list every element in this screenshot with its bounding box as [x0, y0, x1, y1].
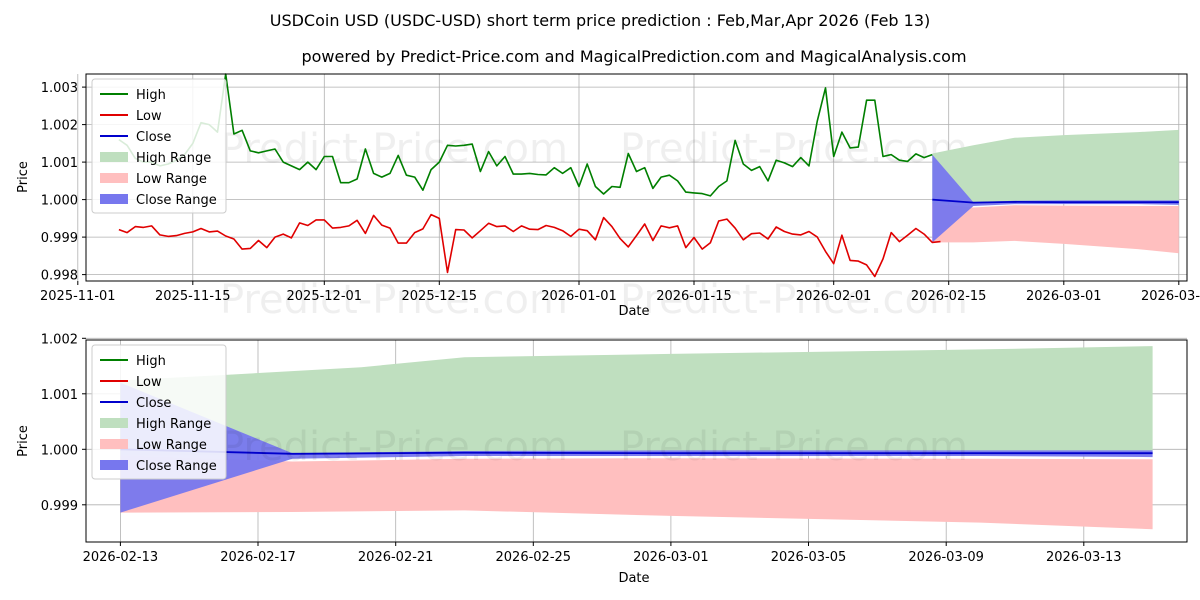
top-x-axis-label: Date	[618, 304, 649, 319]
top-y-axis-label: Price	[16, 161, 31, 193]
y-tick-label: 0.998	[41, 269, 78, 284]
bottom-watermark-2: Predict-Price.com	[620, 424, 968, 470]
chart-subtitle: powered by Predict-Price.com and Magical…	[301, 47, 966, 66]
chart-title: USDCoin USD (USDC-USD) short term price …	[270, 11, 931, 30]
legend-label: Low Range	[136, 172, 207, 187]
bottom-axes: 2026-02-13 2026-02-17 2026-02-21 2026-02-25…	[41, 332, 1122, 565]
y-tick-label: 1.002	[41, 119, 78, 134]
x-tick-label: 2026-02-13	[83, 550, 159, 565]
close-line	[932, 198, 1179, 204]
y-tick-label: 0.999	[41, 499, 78, 514]
top-legend: High Low Close High Range Low Range Close Ran…	[91, 78, 227, 214]
x-tick-label: 2026-01-01	[541, 289, 617, 304]
x-tick-label: 2026-02-17	[220, 550, 296, 565]
x-tick-label: 2025-12-01	[287, 289, 363, 304]
y-tick-label: 1.000	[41, 443, 78, 458]
legend-label: Close Range	[136, 193, 217, 208]
low-range-area	[120, 455, 1153, 530]
low-range-area	[932, 203, 1179, 254]
x-tick-label: 2026-03-15	[1141, 289, 1200, 304]
x-tick-label: 2026-02-01	[796, 289, 872, 304]
low-line	[118, 213, 941, 278]
high-range-area	[120, 346, 1153, 456]
x-tick-label: 2026-02-15	[911, 289, 987, 304]
top-axes: 2025-11-01 2025-11-15 2025-12-01 2025-12-15…	[40, 81, 1200, 304]
x-tick-label: 2025-12-15	[402, 289, 478, 304]
legend-key-low-range	[100, 173, 128, 183]
y-tick-label: 1.001	[41, 156, 78, 171]
bottom-y-axis-label: Price	[16, 425, 31, 457]
bottom-x-axis-label: Date	[618, 571, 649, 586]
x-tick-label: 2026-02-25	[496, 550, 572, 565]
y-tick-label: 1.000	[41, 194, 78, 209]
y-tick-label: 0.999	[41, 231, 78, 246]
legend-key-close-range	[100, 460, 128, 470]
legend-label: Low Range	[136, 438, 207, 453]
x-tick-label: 2026-02-21	[358, 550, 434, 565]
legend-label: High Range	[136, 417, 211, 432]
top-watermark-3: Predict-Price.com	[220, 277, 568, 323]
legend-key-high-range	[100, 418, 128, 428]
legend-label: High Range	[136, 151, 211, 166]
legend-key-close-range	[100, 194, 128, 204]
bottom-plot-panel: Predict-Price.com Predict-Price.com 2026…	[16, 332, 1188, 586]
legend-key-low-range	[100, 439, 128, 449]
x-tick-label: 2026-03-05	[771, 550, 847, 565]
close-line	[120, 448, 1153, 455]
bottom-series	[120, 346, 1153, 530]
x-tick-label: 2026-01-15	[656, 289, 732, 304]
top-plot-panel: Predict-Price.com Predict-Price.com Pred…	[16, 73, 1200, 323]
legend-label: Low	[136, 375, 162, 390]
legend-label: Close Range	[136, 459, 217, 474]
x-tick-label: 2026-03-13	[1046, 550, 1122, 565]
legend-key-high-range	[100, 152, 128, 162]
legend-label: High	[136, 88, 166, 103]
x-tick-label: 2026-03-01	[1026, 289, 1102, 304]
x-tick-label: 2026-03-09	[908, 550, 984, 565]
bottom-plot-frame	[85, 339, 1188, 543]
top-series	[118, 73, 1179, 278]
bottom-legend: High Low Close High Range Low Range Close Ran…	[91, 344, 227, 480]
high-range-area	[932, 129, 1179, 205]
y-tick-label: 1.002	[41, 332, 78, 347]
x-tick-label: 2025-11-15	[155, 289, 231, 304]
top-plot-frame	[85, 73, 1188, 282]
legend-label: High	[136, 354, 166, 369]
top-watermark-4: Predict-Price.com	[620, 277, 968, 323]
bottom-watermark-1: Predict-Price.com	[220, 424, 568, 470]
legend-label: Close	[136, 130, 171, 145]
x-tick-label: 2025-11-01	[40, 289, 116, 304]
legend-label: Close	[136, 396, 171, 411]
legend-label: Low	[136, 109, 162, 124]
x-tick-label: 2026-03-01	[633, 550, 709, 565]
y-tick-label: 1.001	[41, 388, 78, 403]
high-line	[118, 73, 933, 197]
y-tick-label: 1.003	[41, 81, 78, 96]
